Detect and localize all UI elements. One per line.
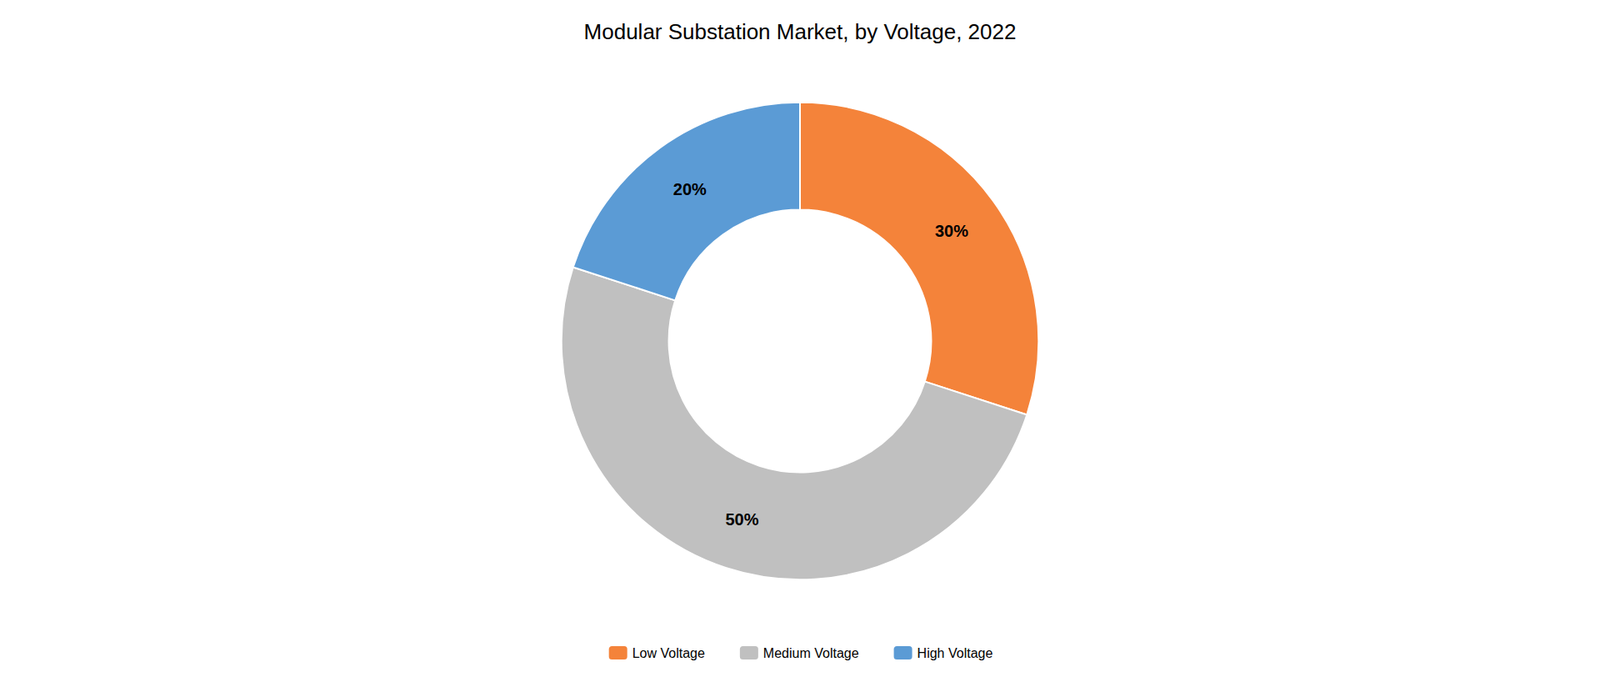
svg-text:Modular Substation Market, by: Modular Substation Market, by Voltage, 2… [584,19,1017,45]
svg-text:30%: 30% [935,221,969,240]
svg-text:20%: 20% [673,180,707,199]
svg-text:50%: 50% [725,510,759,529]
svg-text:Medium Voltage: Medium Voltage [763,645,860,660]
svg-text:High Voltage: High Voltage [917,645,994,660]
svg-text:Low Voltage: Low Voltage [632,645,705,660]
